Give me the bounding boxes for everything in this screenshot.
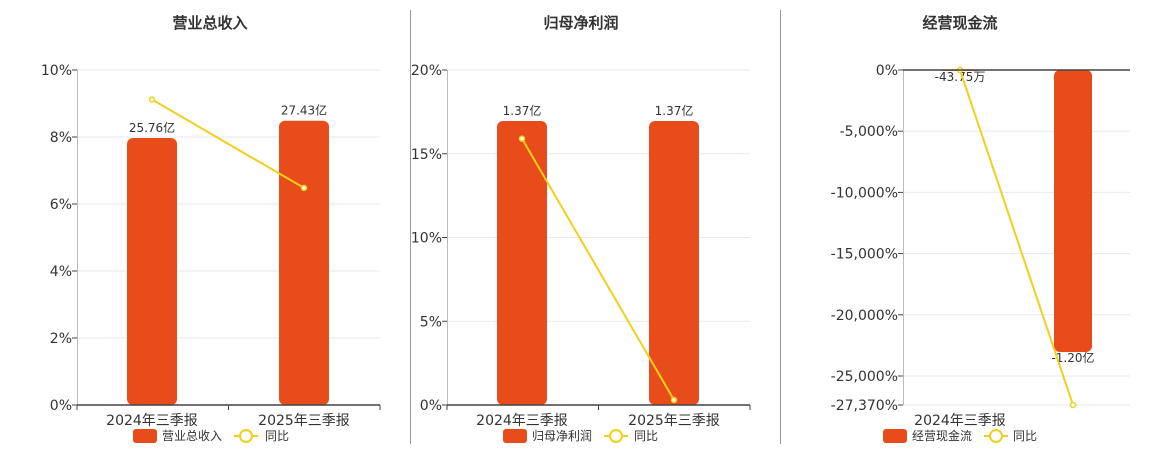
yoy-point: [300, 184, 308, 192]
legend-line-label[interactable]: 同比: [265, 429, 289, 443]
bar: [1054, 70, 1092, 352]
y-tick-label: 5%: [420, 314, 442, 330]
bar-data-label: -1.20亿: [1051, 350, 1094, 365]
bar: [497, 121, 547, 405]
x-tick-label: 2024年三季报: [106, 413, 198, 429]
yoy-point: [1069, 401, 1077, 409]
bar-data-label: -43.75万: [935, 70, 986, 84]
legend-bar-swatch[interactable]: [503, 429, 527, 443]
y-tick-label: 0%: [876, 63, 898, 79]
legend: 归母净利润 同比: [503, 429, 658, 443]
y-tick-label: -20,000%: [831, 308, 898, 324]
y-tick-label: -15,000%: [831, 247, 898, 263]
chart-title: 经营现金流: [922, 14, 997, 32]
legend-bar-label[interactable]: 经营现金流: [912, 428, 972, 443]
bar: [279, 120, 329, 405]
yoy-line: [959, 69, 1074, 406]
y-tick-label: 10%: [411, 231, 442, 247]
y-tick-label: -10,000%: [831, 185, 898, 201]
legend-bar-label[interactable]: 营业总收入: [162, 429, 222, 443]
legend-line-marker[interactable]: [239, 429, 253, 443]
yoy-line: [151, 98, 305, 189]
bar-data-label: 25.76亿: [129, 120, 175, 135]
legend: 营业总收入 同比: [133, 429, 289, 443]
bar-data-label: 27.43亿: [281, 103, 327, 118]
legend-bar-label[interactable]: 归母净利润: [532, 429, 592, 443]
y-tick-label: 20%: [411, 63, 442, 79]
legend: 经营现金流 同比: [883, 428, 1037, 443]
legend-line-marker[interactable]: [989, 429, 1003, 443]
yoy-point: [518, 135, 526, 142]
legend-bar-swatch[interactable]: [883, 429, 907, 443]
y-tick-label: -5,000%: [840, 124, 898, 140]
y-tick-label: 10%: [41, 63, 72, 79]
y-tick-label: 2%: [50, 331, 72, 347]
chart-panel-operating-cash-flow: 经营现金流 -43.75万 -1.20亿 0% -5,000% -10,000% -15…: [831, 14, 1130, 443]
chart-panel-net-profit: 归母净利润 1.37亿 1.37亿 0% 5% 10% 15% 20% 2024年三季报 20…: [411, 14, 751, 443]
bar-data-label: 1.37亿: [503, 103, 542, 118]
legend-line-label[interactable]: 同比: [634, 429, 658, 443]
yoy-point: [670, 396, 678, 404]
y-tick-label: -27,370%: [831, 398, 898, 414]
yoy-line: [521, 138, 675, 401]
y-tick-label: 0%: [420, 398, 442, 414]
x-tick-label: 2024年三季报: [914, 413, 1006, 429]
y-tick-label: 6%: [50, 197, 72, 213]
y-tick-label: 0%: [50, 398, 72, 414]
legend-line-marker[interactable]: [609, 429, 623, 443]
x-tick-label: 2024年三季报: [476, 413, 568, 429]
y-tick-label: 15%: [411, 147, 442, 163]
y-tick-label: 8%: [50, 130, 72, 146]
bar-data-label: 1.37亿: [655, 103, 694, 118]
legend-line-label[interactable]: 同比: [1013, 429, 1037, 443]
legend-bar-swatch[interactable]: [133, 429, 157, 443]
x-tick-label: 2025年三季报: [628, 413, 720, 429]
chart-title: 归母净利润: [543, 14, 618, 32]
bar: [127, 138, 177, 405]
bar: [649, 121, 699, 405]
chart-title: 营业总收入: [172, 14, 247, 32]
yoy-point: [148, 96, 156, 103]
chart-panel-revenue: 营业总收入 25.76亿 27.43亿 0% 2% 4% 6% 8% 10% 2024年三季报…: [41, 14, 381, 443]
x-tick-label: 2025年三季报: [258, 413, 350, 429]
y-tick-label: -25,000%: [831, 369, 898, 385]
y-tick-label: 4%: [50, 264, 72, 280]
